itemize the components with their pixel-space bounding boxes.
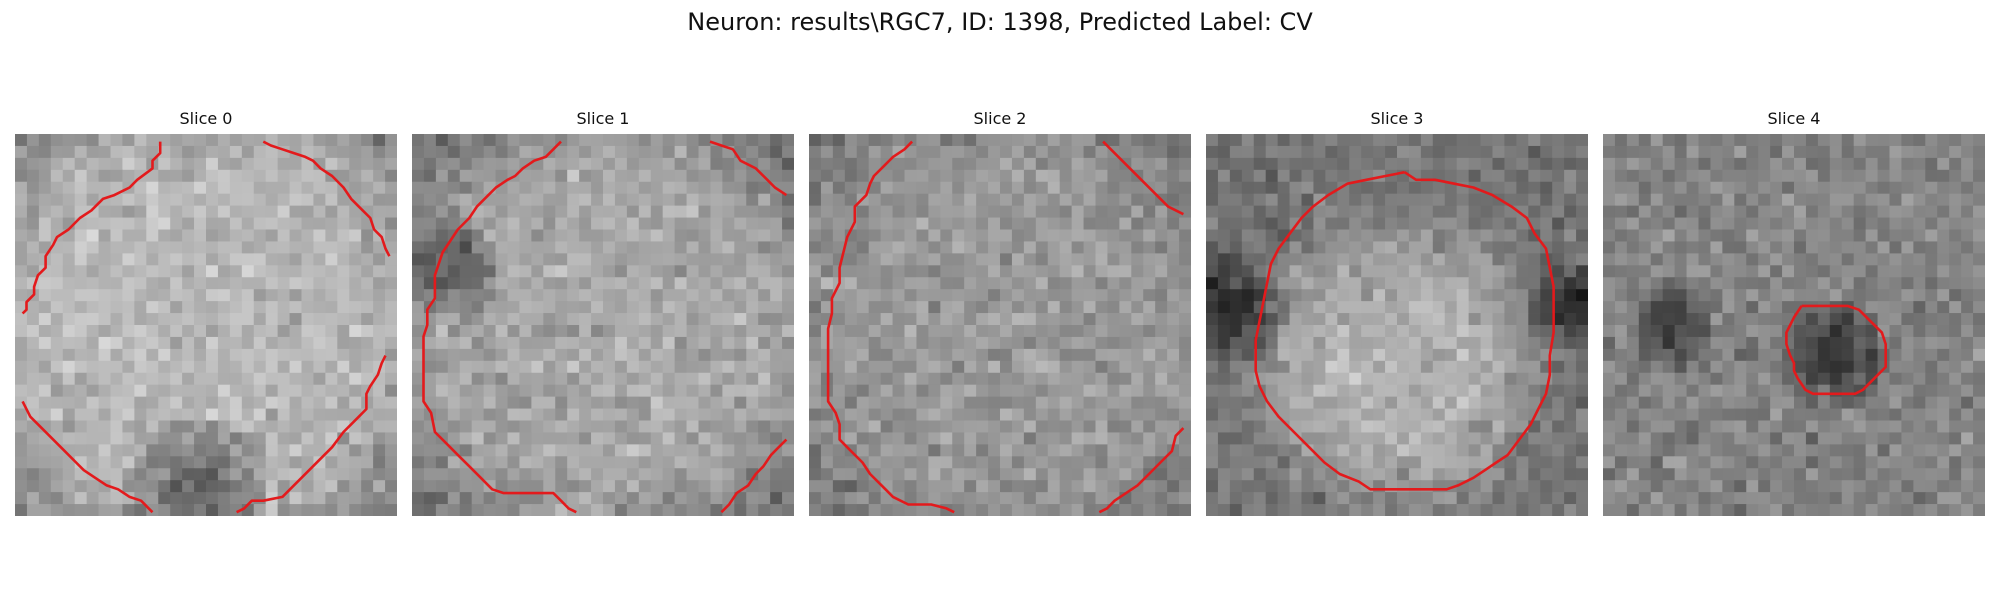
contour-line-3: [236, 355, 387, 514]
contour-line-2: [21, 400, 154, 514]
slice-title-3: Slice 3: [1370, 109, 1424, 128]
slice-image-1: [412, 134, 794, 516]
slice-image-2: [809, 134, 1191, 516]
pixel-grid: [809, 134, 1191, 516]
contour-line-0: [422, 140, 577, 514]
contour-line-0: [1785, 304, 1888, 396]
slice-panel-2: Slice 2: [809, 108, 1191, 516]
pixel-grid: [412, 134, 794, 516]
slice-title-2: Slice 2: [973, 109, 1027, 128]
slice-panel-1: Slice 1: [412, 108, 794, 516]
contour-line-0: [21, 141, 162, 315]
contour-line-2: [1098, 427, 1185, 514]
slice-title-4: Slice 4: [1767, 109, 1821, 128]
contour-line-0: [826, 140, 955, 514]
pixel-grid: [1206, 134, 1588, 516]
slice-image-0: [15, 134, 397, 516]
slice-title-1: Slice 1: [576, 109, 630, 128]
slice-image-4: [1603, 134, 1985, 516]
contour-line-2: [720, 438, 788, 514]
pixel-grid: [1603, 134, 1985, 516]
slice-panel-0: Slice 0: [15, 108, 397, 516]
contour-line-1: [1102, 140, 1184, 216]
slice-panel-3: Slice 3: [1206, 108, 1588, 516]
contour-line-0: [1254, 170, 1555, 491]
contour-line-1: [262, 140, 391, 257]
slice-title-0: Slice 0: [179, 109, 233, 128]
figure-title: Neuron: results\RGC7, ID: 1398, Predicte…: [687, 8, 1313, 36]
slice-panel-4: Slice 4: [1603, 108, 1985, 516]
slice-image-3: [1206, 134, 1588, 516]
contour-line-1: [709, 140, 788, 197]
